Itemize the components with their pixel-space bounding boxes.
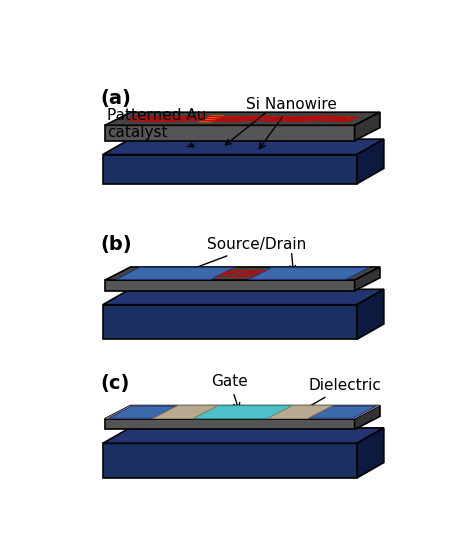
Polygon shape [355,267,380,291]
Polygon shape [103,428,384,443]
Polygon shape [357,139,384,184]
Polygon shape [248,268,369,279]
Polygon shape [105,280,355,291]
Polygon shape [103,305,357,339]
Polygon shape [357,289,384,339]
Polygon shape [267,405,333,419]
Polygon shape [105,405,380,419]
Polygon shape [103,443,357,478]
Polygon shape [105,112,380,125]
Text: (a): (a) [100,89,131,108]
Polygon shape [103,289,384,305]
Polygon shape [116,268,234,279]
Polygon shape [192,405,292,419]
Polygon shape [105,419,355,430]
Polygon shape [103,139,384,155]
Polygon shape [105,125,355,141]
Text: (b): (b) [100,235,132,255]
Polygon shape [153,405,218,419]
Text: Gate: Gate [211,374,248,409]
Polygon shape [357,428,384,478]
Polygon shape [109,406,177,418]
Text: (c): (c) [100,374,130,393]
Text: Si Nanowire: Si Nanowire [246,97,337,148]
Polygon shape [105,405,380,419]
Polygon shape [105,267,380,280]
Polygon shape [199,116,224,122]
Polygon shape [355,405,380,430]
Text: Dielectric: Dielectric [299,378,382,412]
Polygon shape [355,112,380,141]
Text: Source/Drain: Source/Drain [184,237,306,273]
Text: Patterned Au
catalyst: Patterned Au catalyst [107,108,206,147]
Polygon shape [103,155,357,184]
Polygon shape [308,406,376,418]
